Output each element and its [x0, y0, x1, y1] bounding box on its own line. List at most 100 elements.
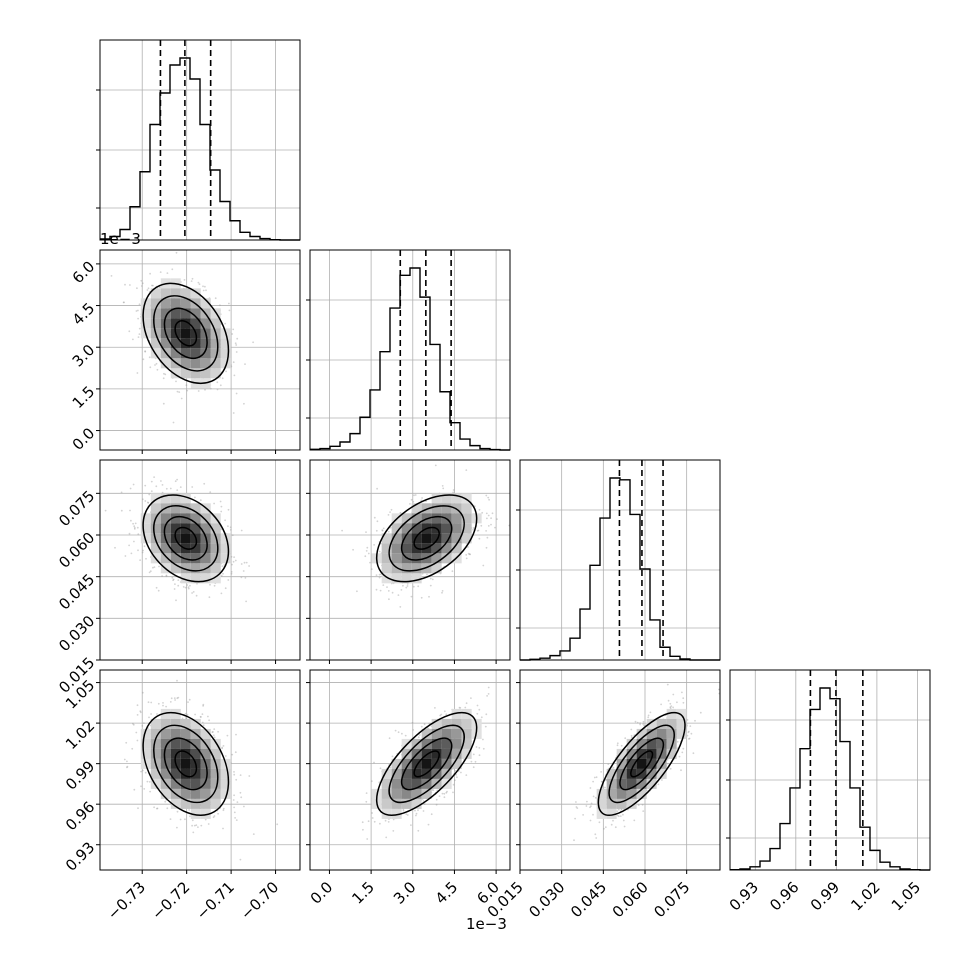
- density-cell: [441, 543, 452, 554]
- density-cell: [160, 768, 171, 779]
- scatter-point: [352, 548, 354, 551]
- scatter-point: [144, 771, 147, 774]
- density-cell: [210, 768, 221, 779]
- scatter-point: [232, 328, 235, 331]
- scatter-point: [201, 713, 204, 715]
- scatter-point: [219, 304, 221, 307]
- scatter-point: [189, 815, 191, 818]
- scatter-point: [207, 823, 210, 825]
- scatter-point: [186, 389, 189, 392]
- density-cell: [180, 738, 191, 749]
- density-cell: [401, 573, 412, 584]
- density-cell: [170, 708, 181, 719]
- scatter-point: [417, 585, 420, 588]
- scatter-point: [426, 727, 429, 729]
- density-cell: [150, 523, 161, 534]
- scatter-point: [191, 824, 194, 827]
- density-cell: [180, 718, 191, 729]
- scatter-point: [465, 557, 468, 560]
- contour-level-4: [142, 282, 230, 385]
- contour-level-4: [142, 494, 230, 583]
- scatter-point: [208, 596, 211, 599]
- scatter-point: [150, 490, 153, 493]
- scatter-point: [392, 818, 395, 821]
- scatter-point: [421, 497, 423, 499]
- density-cell: [190, 573, 201, 584]
- scatter-point: [387, 530, 390, 533]
- scatter-point: [155, 586, 158, 589]
- scatter-point: [230, 365, 233, 368]
- density-cell: [431, 728, 442, 739]
- scatter-panel-3-0: [96, 669, 301, 874]
- density-cell: [210, 748, 221, 759]
- scatter-point: [139, 710, 142, 713]
- panel-content: [100, 460, 300, 660]
- scatter-point: [165, 705, 168, 708]
- scatter-point: [376, 487, 378, 490]
- scatter-point: [482, 747, 485, 750]
- scatter-point: [375, 574, 378, 576]
- density-shading: [140, 278, 231, 389]
- density-cell: [381, 563, 392, 574]
- density-cell: [160, 728, 171, 739]
- density-cell: [200, 728, 211, 739]
- scatter-point: [148, 781, 151, 783]
- scatter-point: [367, 820, 370, 823]
- scatter-point: [452, 489, 455, 491]
- scatter-point: [211, 731, 214, 734]
- scatter-point: [173, 588, 176, 590]
- scatter-point: [162, 702, 164, 704]
- scatter-point: [176, 679, 178, 682]
- scatter-point: [468, 553, 471, 556]
- density-cell: [160, 788, 171, 799]
- scatter-point: [219, 384, 222, 387]
- scatter-point: [172, 421, 175, 424]
- scatter-point: [366, 838, 369, 840]
- scatter-point: [137, 549, 139, 552]
- scatter-point: [174, 583, 176, 585]
- density-cell: [190, 338, 201, 349]
- density-cell: [441, 748, 452, 759]
- scatter-point: [140, 770, 143, 773]
- scatter-point: [152, 566, 154, 569]
- density-cell: [431, 513, 442, 524]
- scatter-point: [214, 297, 217, 300]
- density-cell: [190, 798, 201, 809]
- density-cell: [391, 533, 402, 544]
- scatter-point: [417, 809, 419, 812]
- scatter-point: [123, 301, 125, 304]
- scatter-point: [175, 251, 178, 254]
- scatter-point: [234, 751, 237, 754]
- density-cell: [220, 543, 231, 554]
- scatter-point: [476, 704, 479, 707]
- scatter-point: [413, 494, 415, 497]
- scatter-point: [124, 283, 126, 286]
- density-cell: [421, 533, 432, 544]
- scatter-point: [226, 734, 229, 737]
- histogram-step: [100, 57, 300, 241]
- panel-frame: [99, 39, 301, 241]
- density-cell: [461, 533, 472, 544]
- scatter-point: [429, 577, 432, 580]
- scatter-point: [490, 523, 492, 526]
- density-cell: [160, 738, 171, 749]
- scatter-point: [132, 723, 135, 726]
- scatter-point: [472, 753, 475, 756]
- scatter-point: [233, 806, 236, 809]
- scatter-point: [364, 555, 367, 558]
- scatter-point: [381, 529, 384, 532]
- scatter-point: [165, 487, 168, 490]
- scatter-point: [402, 809, 405, 812]
- density-cell: [220, 338, 231, 349]
- scatter-point: [494, 526, 496, 529]
- scatter-point: [143, 788, 146, 790]
- scatter-point: [481, 511, 484, 514]
- density-cell: [411, 513, 422, 524]
- scatter-point: [482, 738, 484, 741]
- density-cell: [180, 798, 191, 809]
- scatter-point: [136, 372, 139, 374]
- density-cell: [170, 543, 181, 554]
- density-cell: [451, 513, 462, 524]
- scatter-point: [159, 286, 162, 289]
- scatter-point: [213, 584, 216, 587]
